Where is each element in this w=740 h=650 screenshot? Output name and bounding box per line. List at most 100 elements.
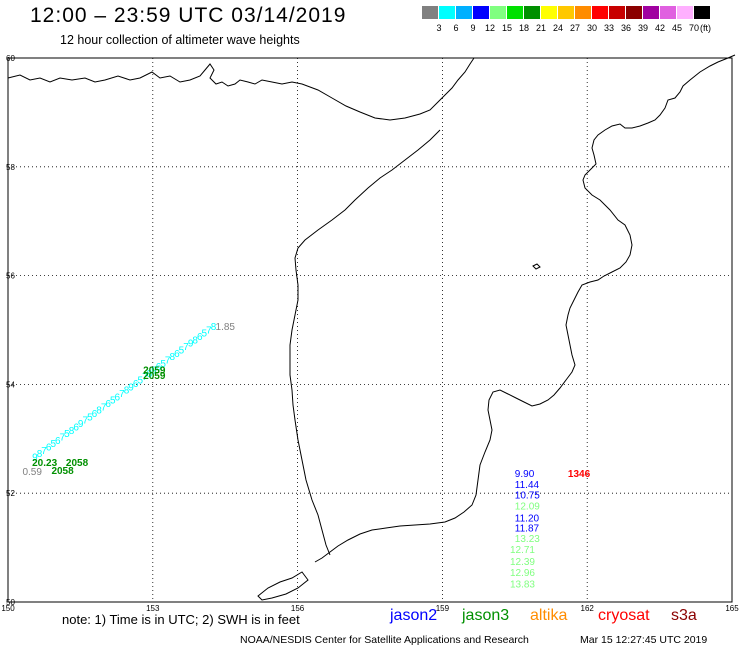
longitude-tick-label: 165 <box>725 604 739 613</box>
satellite-legend-item: s3a <box>671 607 697 624</box>
longitude-tick-label: 150 <box>1 604 15 613</box>
color-scale-label: 15 <box>501 23 512 33</box>
color-scale-label: 33 <box>603 23 614 33</box>
track-point-label: 9 <box>32 453 38 464</box>
track-point-label: 6 <box>115 392 121 403</box>
color-swatch <box>592 6 608 19</box>
satellite-legend-item: cryosat <box>598 607 650 624</box>
track-point-label: 7 <box>101 402 107 413</box>
color-swatch <box>456 6 472 19</box>
kamchatka-coast <box>314 54 736 563</box>
satellite-legend-item: jason2 <box>390 607 438 624</box>
track-point-label: 7 <box>183 342 189 353</box>
color-scale-label: 24 <box>552 23 563 33</box>
latitude-tick-label: 54 <box>6 380 15 389</box>
color-swatch <box>677 6 693 19</box>
satellite-legend-item: jason3 <box>462 607 510 624</box>
track-point-label: 9 <box>78 419 84 430</box>
track-point-label: 7 <box>142 372 148 383</box>
track-point-label: 8 <box>96 406 102 417</box>
wave-height-label: 2059 <box>143 366 166 377</box>
small-island <box>532 263 541 270</box>
color-scale-label: 42 <box>654 23 665 33</box>
track-point-label: 6 <box>105 399 111 410</box>
wave-height-label: 11.44 <box>515 480 540 491</box>
units-note: note: 1) Time is in UTC; 2) SWH is in fe… <box>62 612 300 627</box>
color-scale-label: 36 <box>620 23 631 33</box>
wave-height-label: 2058 <box>51 466 74 477</box>
color-scale-label: 3 <box>436 23 442 33</box>
map-frame <box>7 57 733 603</box>
track-point-label: 5 <box>50 439 56 450</box>
track-point-label: 5 <box>64 429 70 440</box>
track-point-label: 6 <box>156 362 162 373</box>
latitude-tick-label: 50 <box>6 598 15 607</box>
color-swatch <box>609 6 625 19</box>
wave-height-label: 13.23 <box>515 534 540 545</box>
kuril-island <box>257 571 309 601</box>
latitude-tick-label: 52 <box>6 489 15 498</box>
track-point-label: 9 <box>188 339 194 350</box>
color-scale-label: 6 <box>453 23 459 33</box>
track-point-label: 7 <box>206 325 212 336</box>
color-swatch <box>660 6 676 19</box>
color-swatch <box>439 6 455 19</box>
track-point-label: 8 <box>124 386 130 397</box>
wave-height-label: 0.59 <box>22 467 42 478</box>
color-swatch <box>694 6 710 19</box>
credit-text: NOAA/NESDIS Center for Satellite Applica… <box>240 634 529 646</box>
track-point-label: 7 <box>60 432 66 443</box>
color-swatch <box>490 6 506 19</box>
color-swatch <box>541 6 557 19</box>
color-swatch <box>507 6 523 19</box>
wave-height-label: 10.75 <box>515 491 540 502</box>
wave-height-label: 1.85 <box>216 322 236 333</box>
wave-height-label: 12.71 <box>510 545 535 556</box>
track-point-label: 9 <box>128 382 134 393</box>
color-scale-label: 21 <box>535 23 546 33</box>
generation-timestamp: Mar 15 12:27:45 UTC 2019 <box>580 634 708 646</box>
track-point-label: 5 <box>137 376 143 387</box>
color-scale-label: 27 <box>569 23 580 33</box>
track-point-label: 8 <box>147 369 153 380</box>
color-scale-label: 18 <box>518 23 529 33</box>
latitude-tick-label: 56 <box>6 272 15 281</box>
track-point-label: 6 <box>197 332 203 343</box>
color-swatch <box>524 6 540 19</box>
map-subtitle: 12 hour collection of altimeter wave hei… <box>60 33 300 47</box>
color-scale-label: 45 <box>671 23 682 33</box>
color-scale-label: 12 <box>484 23 495 33</box>
satellite-legend-item: altika <box>530 607 568 624</box>
wave-height-label: 12.39 <box>510 557 535 568</box>
wave-height-label: 2058 <box>66 458 89 469</box>
track-point-label: 7 <box>165 355 171 366</box>
track-point-label: 9 <box>151 366 157 377</box>
track-point-label: 6 <box>46 443 52 454</box>
mainland-coast <box>7 57 475 121</box>
track-point-label: 6 <box>73 422 79 433</box>
color-swatch <box>575 6 591 19</box>
wave-height-label: 12.09 <box>515 502 540 513</box>
map-title: 12:00 – 23:59 UTC 03/14/2019 <box>30 4 347 27</box>
track-point-label: 5 <box>179 345 185 356</box>
color-swatch <box>473 6 489 19</box>
longitude-tick-label: 156 <box>291 604 305 613</box>
color-swatch <box>558 6 574 19</box>
track-point-label: 6 <box>55 436 61 447</box>
color-scale-unit: (ft) <box>700 23 711 33</box>
track-point-label: 6 <box>174 349 180 360</box>
wave-height-label: 11.20 <box>515 513 540 524</box>
track-point-label: 7 <box>41 446 47 457</box>
track-point-label: 5 <box>110 396 116 407</box>
wave-height-label: 20.23 <box>32 458 57 469</box>
longitude-tick-label: 162 <box>581 604 595 613</box>
track-point-label: 8 <box>192 335 198 346</box>
track-point-label: 7 <box>119 389 125 400</box>
coastline <box>7 54 736 601</box>
color-scale-label: 9 <box>470 23 476 33</box>
latitude-tick-label: 58 <box>6 163 15 172</box>
